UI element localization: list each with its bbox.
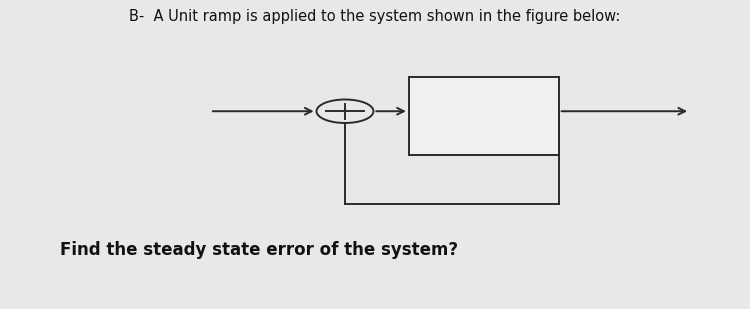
Text: 2/S(S+1): 2/S(S+1): [449, 108, 518, 123]
Bar: [409, 77, 559, 154]
Text: B-  A Unit ramp is applied to the system shown in the figure below:: B- A Unit ramp is applied to the system …: [129, 9, 621, 24]
Text: Find the steady state error of the system?: Find the steady state error of the syste…: [60, 241, 458, 259]
